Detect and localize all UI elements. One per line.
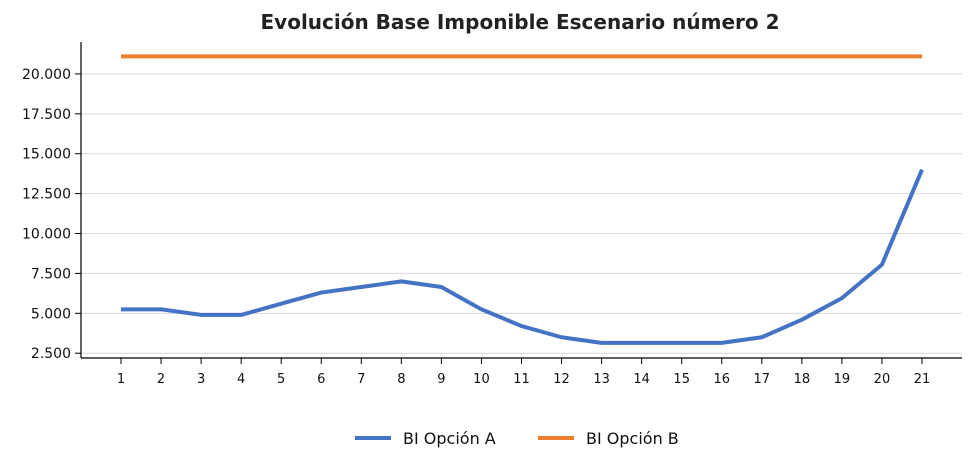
x-tick-label: 3: [197, 372, 205, 387]
x-tick-label: 14: [633, 372, 650, 387]
x-tick-label: 12: [553, 372, 570, 387]
x-tick-label: 11: [513, 372, 530, 387]
x-tick-label: 9: [437, 372, 445, 387]
x-tick-label: 21: [914, 372, 931, 387]
y-tick-label: 5.000: [31, 306, 71, 322]
x-tick-label: 19: [834, 372, 851, 387]
x-tick-label: 18: [794, 372, 811, 387]
y-tick-label: 20.000: [22, 67, 71, 83]
y-tick-label: 12.500: [22, 187, 71, 203]
x-tick-label: 10: [473, 372, 490, 387]
x-tick-label: 6: [317, 372, 325, 387]
legend-label: BI Opción B: [586, 429, 679, 448]
x-axis-ticks: 1 2 3 4 5 6 7 8 9 10 11 12 13 14 15 16 17 18 19 20 21: [117, 358, 930, 387]
legend: BI Opción A BI Opción B: [355, 429, 679, 448]
series-line-bi-opci-n-a: [121, 168, 924, 345]
x-tick-label: 2: [157, 372, 165, 387]
x-tick-label: 8: [397, 372, 405, 387]
x-tick-label: 5: [277, 372, 285, 387]
series-lines: [121, 54, 924, 345]
x-tick-label: 16: [713, 372, 730, 387]
x-tick-label: 7: [357, 372, 365, 387]
y-tick-label: 2.500: [31, 346, 71, 362]
x-tick-label: 13: [593, 372, 610, 387]
chart-title: Evolución Base Imponible Escenario númer…: [260, 10, 780, 34]
x-tick-label: 1: [117, 372, 125, 387]
x-tick-label: 4: [237, 372, 245, 387]
x-tick-label: 17: [754, 372, 771, 387]
y-axis-ticks: 2.500 5.000 7.500 10.000 12.500 15.000 17.500 2…: [22, 67, 81, 362]
axes: [80, 42, 962, 359]
x-tick-label: 20: [874, 372, 891, 387]
legend-label: BI Opción A: [403, 429, 496, 448]
y-tick-label: 17.500: [22, 107, 71, 123]
y-tick-label: 7.500: [31, 266, 71, 282]
x-tick-label: 15: [673, 372, 690, 387]
gridlines: [81, 73, 962, 354]
y-tick-label: 15.000: [22, 147, 71, 163]
y-tick-label: 10.000: [22, 227, 71, 243]
